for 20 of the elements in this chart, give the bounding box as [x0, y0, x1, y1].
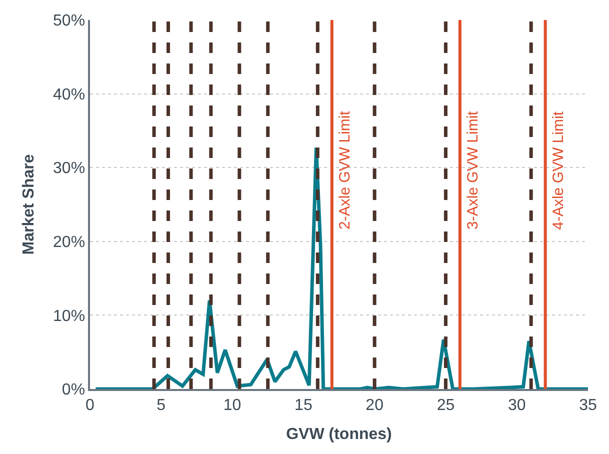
y-tick-label: 20%	[53, 234, 86, 251]
x-tick-label: 5	[156, 396, 166, 414]
y-tick-label: 10%	[53, 308, 86, 325]
x-tick-label: 0	[86, 396, 95, 414]
ref-line-label: 2-Axle GVW Limit	[336, 110, 354, 230]
x-tick-label: 30	[508, 396, 526, 414]
x-tick-label: 35	[579, 396, 597, 414]
line-series	[94, 146, 588, 389]
x-tick-label: 25	[436, 396, 455, 414]
ref-line-label: 4-Axle GVW Limit	[550, 110, 567, 230]
y-tick-label: 50%	[53, 12, 86, 30]
y-axis-title: Market Share	[20, 154, 38, 255]
x-tick-label: 10	[223, 396, 242, 414]
y-tick-label: 30%	[53, 160, 86, 178]
x-axis-title: GVW (tonnes)	[286, 426, 392, 444]
x-tick-label: 20	[366, 396, 384, 414]
ref-line-label: 3-Axle GVW Limit	[464, 110, 482, 230]
y-tick-label: 0%	[62, 382, 86, 399]
x-tick-label: 15	[294, 396, 312, 414]
y-tick-label: 40%	[53, 86, 86, 104]
